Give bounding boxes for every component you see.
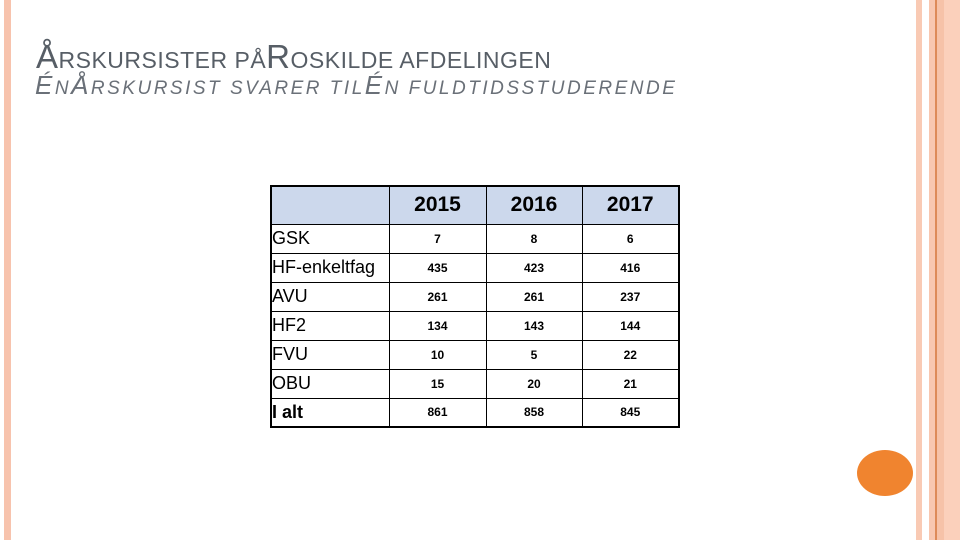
left-accent-stripe — [4, 0, 11, 540]
cell-value: 7 — [388, 223, 487, 254]
right-accent-band-outer — [944, 0, 960, 540]
header-cell-empty — [270, 185, 390, 225]
table-row-obu: OBU 15 20 21 — [270, 368, 680, 399]
cell-value: 435 — [388, 252, 487, 283]
cell-value: 15 — [388, 368, 487, 399]
table-row-avu: AVU 261 261 237 — [270, 281, 680, 312]
table-row-gsk: GSK 7 8 6 — [270, 223, 680, 254]
title-segment: RSKURSISTER PÅ — [58, 47, 267, 73]
cell-value: 861 — [388, 397, 487, 428]
row-label: HF-enkeltfag — [270, 252, 390, 283]
cell-value: 10 — [388, 339, 487, 370]
table-row-hf-enkeltfag: HF-enkeltfag 435 423 416 — [270, 252, 680, 283]
slide-title: Å RSKURSISTER PÅ R OSKILDE AFDELINGEN — [36, 40, 551, 73]
subtitle-segment: É — [364, 70, 385, 100]
table-row-total: I alt 861 858 845 — [270, 397, 680, 428]
enrollment-table: 2015 2016 2017 GSK 7 8 6 HF-enkeltfag 43… — [270, 185, 680, 428]
table-row-hf2: HF2 134 143 144 — [270, 310, 680, 341]
cell-value: 237 — [581, 281, 680, 312]
header-cell-2017: 2017 — [581, 185, 680, 225]
row-label: HF2 — [270, 310, 390, 341]
right-accent-dark-line — [935, 0, 937, 540]
cell-value: 143 — [485, 310, 583, 341]
row-label: OBU — [270, 368, 390, 399]
cell-value: 22 — [581, 339, 680, 370]
cell-value: 416 — [581, 252, 680, 283]
cell-value: 6 — [581, 223, 680, 254]
cell-value: 144 — [581, 310, 680, 341]
title-segment: R — [266, 38, 291, 75]
cell-value: 20 — [485, 368, 583, 399]
row-label: FVU — [270, 339, 390, 370]
orange-ellipse-decoration — [857, 450, 913, 496]
subtitle-segment: Å — [71, 70, 91, 100]
row-label: AVU — [270, 281, 390, 312]
subtitle-segment: RSKURSIST SVARER TIL — [90, 78, 365, 99]
cell-value: 261 — [388, 281, 487, 312]
slide-subtitle: É N Å RSKURSIST SVARER TIL É N FULDTIDSS… — [35, 72, 677, 98]
header-cell-2015: 2015 — [388, 185, 487, 225]
right-accent-band-inner — [929, 0, 936, 540]
table-header-row: 2015 2016 2017 — [270, 185, 680, 225]
cell-value: 261 — [485, 281, 583, 312]
title-segment: OSKILDE AFDELINGEN — [290, 47, 552, 73]
cell-value: 5 — [485, 339, 583, 370]
subtitle-segment: N — [54, 78, 72, 99]
cell-value: 423 — [485, 252, 583, 283]
right-accent-band-mid — [937, 0, 944, 540]
row-label: GSK — [270, 223, 390, 254]
subtitle-segment: É — [35, 70, 55, 100]
cell-value: 845 — [581, 397, 680, 428]
header-cell-2016: 2016 — [485, 185, 583, 225]
cell-value: 134 — [388, 310, 487, 341]
row-label: I alt — [270, 397, 390, 428]
cell-value: 8 — [485, 223, 583, 254]
title-segment: Å — [36, 38, 59, 75]
right-accent-stripe-thin — [916, 0, 922, 540]
cell-value: 858 — [485, 397, 583, 428]
subtitle-segment: N FULDTIDSSTUDERENDE — [384, 78, 678, 99]
table-row-fvu: FVU 10 5 22 — [270, 339, 680, 370]
cell-value: 21 — [581, 368, 680, 399]
